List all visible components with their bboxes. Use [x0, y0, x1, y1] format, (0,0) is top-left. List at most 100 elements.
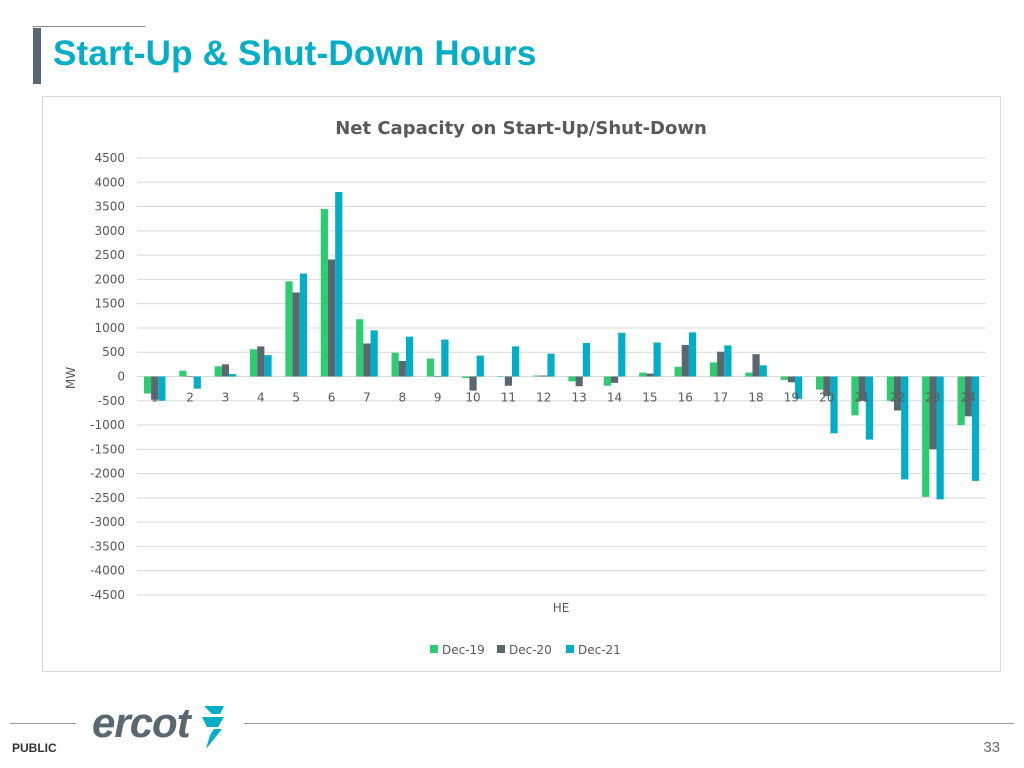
x-tick-label: 19 — [784, 391, 799, 405]
y-tick-label: 3500 — [94, 200, 125, 214]
bar-dec-21-he-6 — [335, 191, 343, 377]
bar-dec-20-he-9 — [434, 376, 442, 378]
bar-dec-19-he-2 — [179, 370, 187, 377]
bar-dec-21-he-20 — [830, 376, 838, 434]
bar-dec-21-he-24 — [971, 376, 980, 481]
bar-dec-19-he-11 — [497, 376, 505, 378]
bar-dec-19-he-9 — [426, 358, 435, 377]
y-tick-label: -3000 — [90, 515, 125, 529]
bar-dec-20-he-17 — [717, 351, 725, 377]
bar-dec-20-he-10 — [469, 376, 477, 391]
x-tick-label: 4 — [257, 391, 265, 405]
bar-dec-19-he-15 — [639, 372, 647, 377]
bar-dec-20-he-11 — [504, 376, 513, 386]
x-tick-label: 1 — [151, 391, 159, 405]
y-tick-label: -4000 — [90, 564, 125, 578]
x-tick-label: 3 — [222, 391, 230, 405]
bar-dec-19-he-4 — [250, 349, 258, 377]
bar-dec-21-he-4 — [264, 355, 272, 377]
logo-bolt-icon — [202, 706, 224, 749]
y-tick-label: -1000 — [90, 418, 125, 432]
y-tick-label: -500 — [98, 394, 125, 408]
bar-dec-19-he-17 — [709, 362, 718, 377]
bar-dec-20-he-23 — [929, 376, 937, 450]
bar-chart: Net Capacity on Start-Up/Shut-Down 45004… — [64, 118, 986, 657]
bar-dec-19-he-20 — [816, 376, 824, 390]
x-tick-label: 24 — [961, 391, 976, 405]
bar-dec-20-he-16 — [681, 344, 689, 377]
legend-label-dec-20: Dec-20 — [509, 643, 552, 657]
bar-dec-20-he-1 — [151, 376, 159, 400]
gridlines — [137, 157, 986, 596]
bar-dec-21-he-8 — [405, 336, 414, 377]
x-tick-label: 23 — [925, 391, 940, 405]
bar-dec-19-he-12 — [533, 375, 541, 377]
bar-dec-20-he-13 — [575, 376, 583, 387]
x-tick-label: 13 — [572, 391, 587, 405]
x-tick-label: 20 — [819, 391, 834, 405]
bar-dec-19-he-3 — [214, 366, 222, 377]
x-tick-label: 22 — [890, 391, 905, 405]
bar-dec-21-he-17 — [724, 345, 732, 377]
x-tick-label: 17 — [713, 391, 728, 405]
bar-dec-21-he-21 — [865, 376, 873, 440]
bar-dec-19-he-13 — [568, 376, 576, 382]
bar-dec-19-he-16 — [674, 366, 682, 377]
x-tick-label: 2 — [186, 391, 194, 405]
bar-dec-19-he-5 — [285, 281, 293, 377]
x-tick-label: 21 — [855, 391, 870, 405]
y-tick-label: 4000 — [94, 175, 125, 189]
x-tick-labels: 1 2 3 4 5 6 7 8 9 10 11 12 13 14 15 16 17 18 19 20 21 22 23 24 — [151, 391, 976, 405]
footer-rule-left — [10, 723, 76, 724]
bar-dec-20-he-4 — [257, 346, 265, 377]
bar-dec-21-he-18 — [759, 365, 767, 377]
bar-dec-21-he-22 — [901, 376, 909, 480]
footer-rule-right — [244, 723, 1014, 724]
legend: Dec-19 Dec-20 Dec-21 — [430, 643, 621, 657]
x-tick-label: 16 — [678, 391, 693, 405]
bar-dec-19-he-14 — [603, 376, 611, 386]
bar-dec-20-he-5 — [292, 292, 300, 377]
x-tick-label: 18 — [748, 391, 763, 405]
x-tick-label: 11 — [501, 391, 516, 405]
bar-dec-19-he-23 — [922, 376, 930, 497]
bar-dec-20-he-3 — [221, 364, 230, 377]
legend-swatch-dec-21 — [566, 645, 574, 653]
x-tick-label: 8 — [398, 391, 406, 405]
y-tick-label: 0 — [117, 370, 125, 384]
x-tick-label: 12 — [536, 391, 551, 405]
bar-dec-20-he-24 — [964, 376, 972, 417]
x-tick-label: 6 — [328, 391, 336, 405]
chart-frame: Net Capacity on Start-Up/Shut-Down 4500 4… — [42, 96, 1001, 672]
bar-dec-20-he-15 — [646, 373, 654, 377]
y-tick-label: 3000 — [94, 224, 125, 238]
bar-dec-21-he-14 — [618, 332, 626, 377]
page-number: 33 — [983, 739, 1000, 756]
bar-dec-20-he-22 — [893, 376, 902, 411]
ercot-logo: ercot — [92, 699, 224, 749]
x-axis-label: HE — [553, 601, 570, 615]
x-tick-label: 7 — [363, 391, 371, 405]
bar-dec-20-he-14 — [610, 376, 619, 383]
x-tick-label: 15 — [642, 391, 657, 405]
bar-dec-19-he-6 — [320, 208, 328, 377]
bar-dec-19-he-1 — [143, 376, 152, 394]
bar-dec-21-he-16 — [688, 332, 697, 377]
bar-dec-21-he-5 — [299, 273, 307, 377]
x-tick-label: 10 — [465, 391, 480, 405]
bar-dec-21-he-7 — [370, 330, 378, 377]
y-tick-label: 500 — [102, 345, 125, 359]
bar-dec-21-he-1 — [158, 376, 166, 401]
bar-dec-21-he-12 — [547, 353, 555, 377]
title-accent-bar — [33, 28, 41, 84]
legend-swatch-dec-19 — [430, 645, 438, 653]
bar-marks — [143, 191, 980, 500]
bar-dec-19-he-19 — [780, 376, 788, 380]
y-tick-label: -3500 — [90, 539, 125, 553]
y-tick-label: 1000 — [94, 321, 125, 335]
bar-dec-21-he-13 — [582, 342, 590, 377]
bar-dec-20-he-8 — [398, 360, 406, 377]
legend-label-dec-21: Dec-21 — [578, 643, 621, 657]
classification-label: PUBLIC — [12, 741, 57, 755]
bar-dec-21-he-23 — [936, 376, 944, 500]
